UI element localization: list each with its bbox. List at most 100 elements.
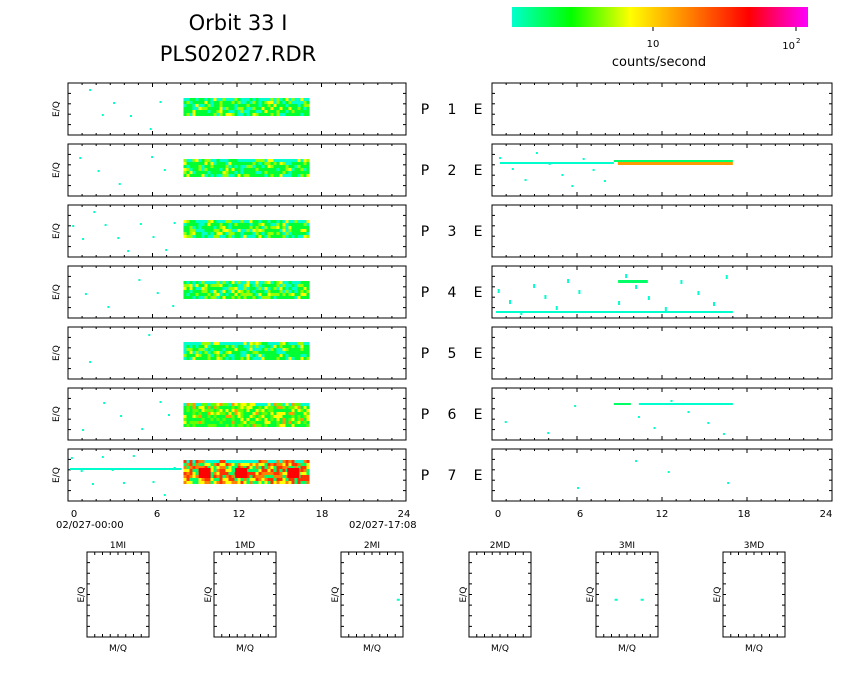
row-label-number: 4 (448, 285, 457, 301)
ion-x-start-time: 02/027-00:00 (56, 520, 124, 531)
ion-hotspot (198, 468, 211, 478)
ele-x-tick-18: 18 (738, 509, 751, 520)
ion-point (122, 482, 125, 484)
mass-panel-ylabel: E/Q (204, 587, 214, 603)
ion-point (97, 170, 100, 172)
mass-panel-2mi: 2MI E/Q M/Q (331, 541, 404, 654)
ion-point (132, 455, 135, 457)
ion-trace-line (70, 468, 182, 470)
row-label-p: P (421, 224, 429, 240)
ion-point (151, 156, 154, 158)
electron-point (571, 185, 574, 187)
electron-point (670, 400, 673, 402)
electron-point (667, 471, 670, 473)
ion-ylabel: E/Q (52, 345, 62, 361)
electron-point (653, 427, 656, 429)
electron-point (533, 284, 536, 288)
electron-segment (618, 280, 648, 283)
ion-point (101, 114, 104, 116)
row-label-p: P (421, 407, 429, 423)
electron-point (511, 168, 514, 170)
electron-point (707, 422, 710, 424)
ion-panel-p6: E/Q (52, 387, 407, 441)
ion-panel-p4: E/Q (52, 265, 407, 319)
ion-point (118, 183, 121, 185)
ion-point (172, 305, 175, 307)
row-label-p: P (421, 102, 429, 118)
ion-x-tick-12: 12 (233, 509, 246, 520)
ion-band-p1 (183, 98, 310, 116)
ion-point (156, 292, 159, 294)
mass-panel-xlabel: M/Q (745, 644, 763, 654)
electron-point (637, 416, 640, 418)
colorbar-tick-100-exp: 2 (796, 37, 800, 45)
electron-point (544, 295, 547, 299)
row-label-e: E (474, 102, 483, 118)
electron-point (635, 285, 638, 289)
ion-point (113, 102, 116, 104)
mass-panel-1md: 1MD E/Q M/Q (204, 541, 277, 654)
ion-band-p5 (183, 342, 310, 360)
mass-panel-xlabel: M/Q (236, 644, 254, 654)
ion-point (82, 429, 85, 431)
mass-panel-title: 2MD (490, 541, 510, 551)
panels-layer: E/Q P 1 E E/Q P 2 E E/Q P 3 E E/Q P 4 E E/Q P 5 E E/Q P 6 E E/Q P… (52, 82, 833, 654)
ion-hotspot (235, 468, 248, 478)
ion-panel-p2: E/Q (52, 143, 407, 197)
electron-point (574, 405, 577, 407)
ion-x-tick-0: 0 (71, 509, 77, 520)
electron-panel-e6 (491, 387, 833, 441)
electron-band-e2 (500, 160, 733, 165)
electron-point (499, 157, 502, 159)
row-label-e: E (474, 468, 483, 484)
ion-point (104, 224, 107, 226)
mass-panel-title: 1MD (235, 541, 255, 551)
electron-point (618, 301, 621, 305)
electron-point (535, 152, 538, 154)
ion-band-p6 (183, 403, 310, 427)
electron-point (567, 279, 570, 283)
ion-point (101, 456, 104, 458)
mass-panel-3md: 3MD E/Q M/Q (713, 541, 786, 654)
ion-point (89, 89, 92, 91)
ion-point (72, 225, 75, 227)
ion-band-p3 (183, 220, 310, 238)
ion-point (159, 101, 162, 103)
colorbar: 10 10 2 counts/second (512, 7, 808, 70)
ion-x-tick-6: 6 (154, 509, 160, 520)
ion-point (84, 293, 87, 295)
electron-point (727, 482, 730, 484)
ele-x-tick-0: 0 (495, 509, 501, 520)
ion-point (120, 415, 123, 417)
ion-point (82, 238, 85, 240)
mass-panel-title: 2MI (364, 541, 380, 551)
row-label-number: 2 (448, 163, 457, 179)
mass-panel-title: 3MD (744, 541, 764, 551)
mass-panel-2md: 2MD E/Q M/Q (459, 541, 532, 654)
mass-point (396, 598, 400, 601)
ion-point (80, 470, 83, 472)
ion-point (152, 236, 155, 238)
electron-panel-e7 (491, 448, 833, 502)
ion-point (93, 211, 96, 213)
mass-panel-3mi: 3MI E/Q M/Q (586, 541, 659, 654)
title-file: PLS02027.RDR (160, 42, 317, 66)
ion-hotspot (287, 468, 300, 478)
ion-point (139, 223, 142, 225)
electron-point (592, 169, 595, 171)
electron-point (547, 432, 550, 434)
mass-panel-ylabel: E/Q (586, 587, 596, 603)
row-label-e: E (474, 285, 483, 301)
electron-panel-e4 (491, 265, 833, 319)
mass-panel-xlabel: M/Q (618, 644, 636, 654)
title-orbit: Orbit 33 I (189, 11, 288, 35)
electron-point (680, 280, 683, 284)
row-label-p: P (421, 285, 429, 301)
electron-point (697, 291, 700, 295)
electron-point (578, 290, 581, 294)
mass-point (640, 598, 644, 601)
ion-point (149, 128, 152, 130)
ion-ylabel: E/Q (52, 223, 62, 239)
ion-point (138, 279, 141, 281)
